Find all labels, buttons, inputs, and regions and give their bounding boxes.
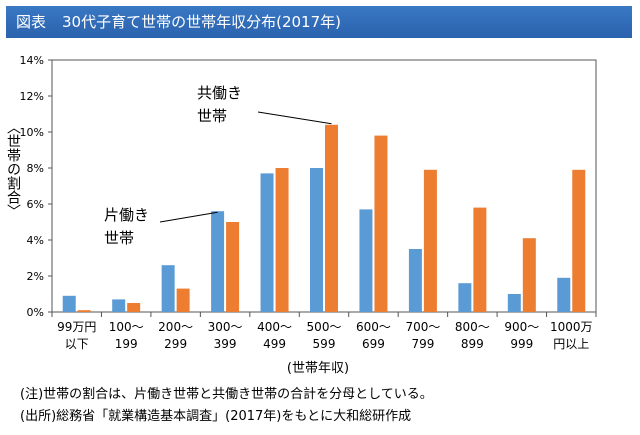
y-tick-label: 4% — [27, 234, 44, 247]
x-tick-label: 500～ — [307, 320, 342, 334]
x-tick-label: 999 — [510, 337, 533, 351]
bar-dual-income — [127, 303, 141, 312]
bar-dual-income — [226, 222, 240, 312]
x-tick-label: 300～ — [208, 320, 243, 334]
y-tick-label: 10% — [20, 126, 44, 139]
x-tick-label: 699 — [362, 337, 385, 351]
bar-single-income — [161, 265, 175, 312]
bar-dual-income — [522, 238, 536, 312]
y-axis-label-text: 〈世帯の割合〉 — [5, 120, 21, 218]
bar-dual-income — [325, 124, 338, 312]
bar-single-income — [408, 249, 422, 312]
bars — [62, 124, 586, 312]
bar-single-income — [112, 299, 126, 312]
bar-dual-income — [77, 310, 91, 312]
chart-title: 30代子育て世帯の世帯年収分布(2017年) — [62, 13, 341, 31]
x-tick-label: 899 — [461, 337, 484, 351]
x-tick-label: 600～ — [356, 320, 391, 334]
y-tick-label: 14% — [20, 54, 44, 67]
bar-single-income — [310, 168, 323, 312]
series-label-dual: 世帯 — [197, 107, 227, 125]
bar-single-income — [62, 295, 76, 312]
x-tick-label: 1000万 — [550, 320, 593, 334]
bar-single-income — [359, 209, 373, 312]
bar-dual-income — [572, 169, 586, 312]
x-tick-label: 200～ — [158, 320, 193, 334]
bar-single-income — [557, 277, 571, 312]
y-tick-label: 0% — [27, 306, 44, 319]
x-tick-label: 100～ — [109, 320, 144, 334]
bar-dual-income — [473, 207, 487, 312]
bar-dual-income — [374, 135, 388, 312]
x-tick-label: 299 — [164, 337, 187, 351]
x-tick-label: 円以上 — [553, 337, 589, 351]
bar-single-income — [260, 173, 274, 312]
x-tick-label: 599 — [313, 337, 336, 351]
bar-single-income — [211, 211, 225, 312]
x-tick-label: 800～ — [455, 320, 490, 334]
x-tick-label: 400～ — [257, 320, 292, 334]
bar-dual-income — [176, 288, 190, 312]
y-tick-label: 2% — [27, 270, 44, 283]
series-label-dual: 共働き — [197, 84, 242, 102]
x-tick-label: 399 — [214, 337, 237, 351]
x-tick-label: 99万円 — [57, 320, 96, 334]
note-line: (注)世帯の割合は、片働き世帯と共働き世帯の合計を分母としている。 — [20, 387, 433, 402]
x-axis-label: (世帯年収) — [287, 361, 349, 376]
figure-label: 図表 — [16, 13, 47, 31]
plot-frame — [51, 59, 597, 313]
y-tick-label: 12% — [20, 90, 44, 103]
y-tick-label: 6% — [27, 198, 44, 211]
y-axis-label: 〈世帯の割合〉 — [4, 120, 21, 223]
x-tick-label: 900～ — [504, 320, 539, 334]
chart-title-bar: 図表 30代子育て世帯の世帯年収分布(2017年) — [6, 6, 632, 38]
series-label-single: 片働き — [104, 206, 149, 224]
series-label-single: 世帯 — [104, 229, 134, 247]
bar-single-income — [458, 283, 472, 312]
y-axis: 0% 2% 4% 6% 8% 10% 12% 14% — [20, 54, 597, 319]
x-tick-label: 以下 — [65, 337, 89, 351]
footnotes: (注)世帯の割合は、片働き世帯と共働き世帯の合計を分母としている。 (出所)総務… — [20, 384, 433, 428]
x-tick-label: 499 — [263, 337, 286, 351]
x-tick-label: 799 — [411, 337, 434, 351]
x-tick-label: 199 — [115, 337, 138, 351]
leader-line-single — [159, 211, 218, 223]
source-line: (出所)総務省「就業構造基本調査」(2017年)をもとに大和総研作成 — [20, 409, 412, 424]
leader-line-dual — [257, 111, 332, 125]
x-tick-label: 700～ — [405, 320, 440, 334]
y-tick-label: 8% — [27, 162, 44, 175]
bar-dual-income — [275, 168, 289, 312]
bar-dual-income — [423, 169, 437, 312]
bar-single-income — [507, 294, 521, 312]
